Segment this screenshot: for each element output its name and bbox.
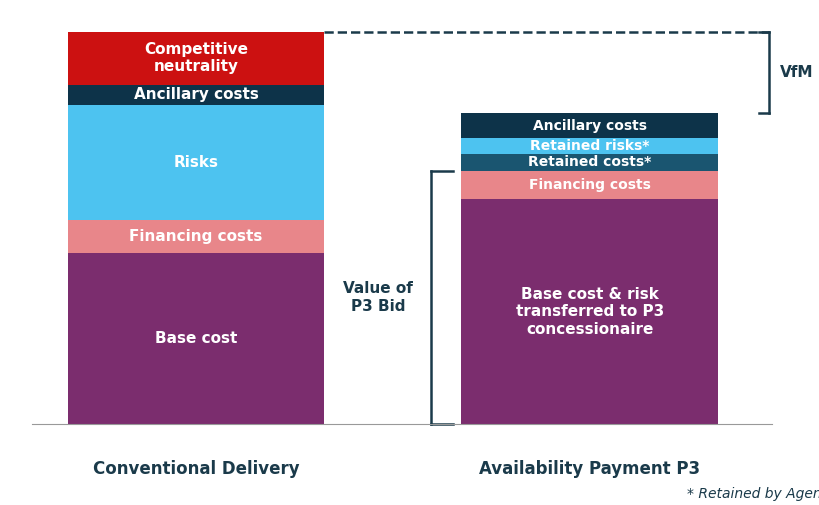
Text: VfM: VfM — [779, 65, 812, 80]
Text: Conventional Delivery: Conventional Delivery — [93, 461, 299, 478]
Text: Financing costs: Financing costs — [528, 178, 649, 192]
Bar — [68, 252, 324, 424]
Bar — [461, 199, 717, 424]
Text: * Retained by Agency: * Retained by Agency — [686, 487, 819, 500]
Text: Base cost: Base cost — [155, 331, 237, 346]
Text: Ancillary costs: Ancillary costs — [532, 119, 646, 133]
Bar — [461, 113, 717, 138]
Text: Financing costs: Financing costs — [129, 229, 262, 243]
Bar — [68, 85, 324, 105]
Bar — [68, 105, 324, 220]
Text: Base cost & risk
transferred to P3
concessionaire: Base cost & risk transferred to P3 conce… — [515, 287, 663, 337]
Text: Retained costs*: Retained costs* — [527, 156, 650, 170]
Bar — [68, 31, 324, 85]
Text: Risks: Risks — [174, 155, 219, 170]
Text: Value of
P3 Bid: Value of P3 Bid — [342, 281, 412, 314]
Text: Retained risks*: Retained risks* — [529, 139, 649, 153]
Bar — [461, 155, 717, 171]
Bar — [68, 220, 324, 252]
Text: Availability Payment P3: Availability Payment P3 — [478, 461, 699, 478]
Bar — [461, 171, 717, 199]
Text: Competitive
neutrality: Competitive neutrality — [144, 42, 248, 74]
Bar — [461, 138, 717, 155]
Text: Ancillary costs: Ancillary costs — [133, 87, 258, 103]
